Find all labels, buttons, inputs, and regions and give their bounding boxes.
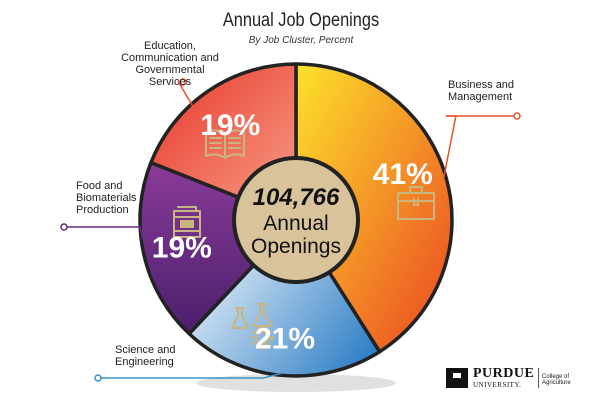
leader-science bbox=[98, 372, 282, 379]
food-can-icon bbox=[173, 206, 201, 238]
label-education: Education, Communication and Governmenta… bbox=[121, 40, 219, 88]
logo-divider bbox=[538, 368, 539, 388]
label-food: Food and Biomaterials Production bbox=[76, 180, 137, 216]
center-line2: Openings bbox=[251, 235, 341, 258]
chart-subtitle: By Job Cluster, Percent bbox=[248, 35, 354, 46]
open-book-icon bbox=[205, 129, 245, 159]
center-circle bbox=[232, 156, 360, 284]
flasks-gear-icon bbox=[231, 303, 274, 350]
pct-label-business: 41% bbox=[373, 158, 433, 191]
pct-label-food: 19% bbox=[152, 232, 212, 265]
leader-dot-food bbox=[60, 223, 68, 231]
purdue-p-icon bbox=[446, 368, 468, 388]
leader-business bbox=[443, 115, 457, 178]
label-business: Business and Management bbox=[448, 79, 515, 103]
logo-subword: UNIVERSITY. bbox=[473, 381, 522, 389]
purdue-logo: PURDUE UNIVERSITY. College of Agricultur… bbox=[446, 366, 586, 390]
logo-college: College of Agriculture bbox=[542, 374, 571, 386]
leader-food bbox=[64, 226, 155, 280]
chart-title: Annual Job Openings bbox=[222, 10, 380, 31]
center-value: 104,766 bbox=[253, 184, 340, 211]
label-science: Science and Engineering bbox=[115, 344, 176, 368]
leader-dot-science bbox=[94, 374, 102, 382]
briefcase-icon bbox=[397, 186, 435, 220]
center-line1: Annual bbox=[263, 212, 328, 235]
pct-label-science: 21% bbox=[255, 322, 315, 355]
slice-science bbox=[187, 218, 382, 378]
leader-dot-business bbox=[513, 112, 521, 120]
logo-wordmark: PURDUE bbox=[473, 366, 535, 381]
leader-dot-education bbox=[179, 78, 187, 86]
pct-label-education: 19% bbox=[200, 109, 260, 142]
